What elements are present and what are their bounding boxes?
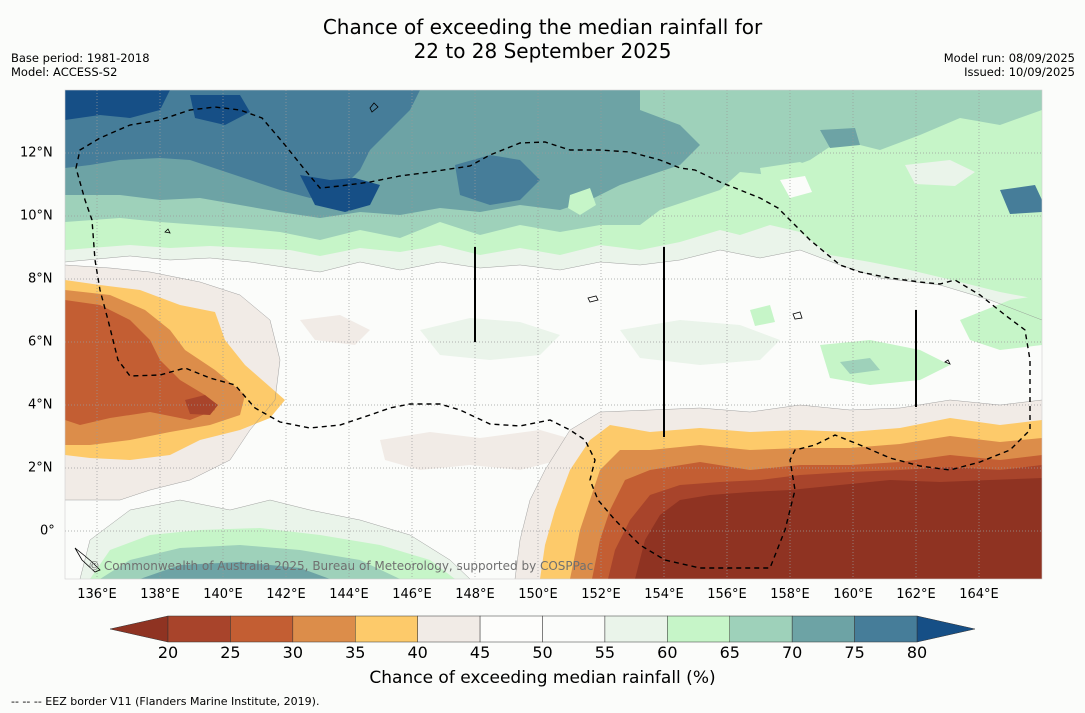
lon-label: 162°E xyxy=(896,587,936,602)
eez-border xyxy=(75,106,1031,569)
contour-above-80 xyxy=(300,175,380,212)
colorbar xyxy=(109,615,976,643)
map-frame xyxy=(64,89,1043,580)
contour-75-80 xyxy=(65,90,420,198)
contour-below-20 xyxy=(635,478,1042,579)
contour-55-60 xyxy=(420,318,560,360)
colorbar-segment xyxy=(230,615,294,643)
contour-25-30 xyxy=(65,300,215,425)
map-title-line1: Chance of exceeding the median rainfall … xyxy=(322,15,763,39)
colorbar-tick-label: 50 xyxy=(532,643,553,662)
copyright-credit: © Commonwealth of Australia 2025, Bureau… xyxy=(88,559,594,573)
colorbar-segment xyxy=(542,615,606,643)
colorbar-tick-label: 25 xyxy=(220,643,241,662)
lat-label: 4°N xyxy=(28,397,53,413)
contour-70-75 xyxy=(820,128,860,148)
issued-date: Issued: 10/09/2025 xyxy=(964,65,1075,79)
contour-75-80 xyxy=(1000,185,1042,214)
eez-legend-note: -- -- -- EEZ border V11 (Flanders Marine… xyxy=(11,695,320,708)
model-name: Model: ACCESS-S2 xyxy=(11,65,118,79)
contour-55-60 xyxy=(780,176,812,198)
contour-above-80 xyxy=(190,95,250,125)
colorbar-segment xyxy=(667,615,730,643)
lat-label: 0° xyxy=(40,523,55,539)
contour-60-65 xyxy=(568,188,596,215)
contour-55-60 xyxy=(905,160,975,186)
colorbar-title: Chance of exceeding median rainfall (%) xyxy=(369,668,716,688)
colorbar-segment xyxy=(417,615,481,643)
lon-label: 144°E xyxy=(329,587,369,602)
colorbar-segment xyxy=(167,615,231,643)
colorbar-tick-label: 70 xyxy=(781,643,803,662)
lat-label: 8°N xyxy=(28,271,53,287)
lat-label: 6°N xyxy=(28,334,53,350)
colorbar-tick-label: 40 xyxy=(407,643,428,662)
lon-label: 152°E xyxy=(581,587,621,602)
lon-label: 142°E xyxy=(266,587,306,602)
contour-55-60 xyxy=(620,320,780,365)
contour-above-80 xyxy=(65,90,170,120)
colorbar-tick-label: 65 xyxy=(719,643,740,662)
lat-label: 2°N xyxy=(28,460,53,476)
lon-label: 148°E xyxy=(455,587,495,602)
colorbar-tick-label: 35 xyxy=(345,643,366,662)
contour-60-65 xyxy=(820,340,950,385)
colorbar-above-arrow xyxy=(916,615,976,643)
lon-label: 158°E xyxy=(770,587,810,602)
contour-75-80 xyxy=(455,155,540,205)
base-period: Base period: 1981-2018 xyxy=(11,51,150,65)
contour-20-25 xyxy=(185,395,218,415)
colorbar-tick-label: 30 xyxy=(282,643,304,662)
contour-70-75 xyxy=(140,562,330,579)
colorbar-tick-label: 60 xyxy=(657,643,678,662)
lon-label: 164°E xyxy=(959,587,999,602)
colorbar-segment xyxy=(292,615,356,643)
lon-label: 146°E xyxy=(392,587,432,602)
lat-label: 12°N xyxy=(20,145,53,161)
map-title-line2: 22 to 28 September 2025 xyxy=(413,39,672,63)
model-run: Model run: 08/09/2025 xyxy=(943,51,1075,65)
longitude-markers xyxy=(474,247,917,437)
colorbar-tick-label: 20 xyxy=(157,643,179,662)
colorbar-segment xyxy=(791,615,855,643)
colorbar-segment xyxy=(854,615,918,643)
lon-label: 154°E xyxy=(644,587,684,602)
islands xyxy=(74,102,951,573)
map-plot-area xyxy=(65,90,1042,579)
graticule xyxy=(65,90,1042,579)
colorbar-tick-label: 80 xyxy=(906,643,928,662)
contour-60-65 xyxy=(750,305,775,326)
colorbar-below-arrow xyxy=(109,615,169,643)
lon-label: 150°E xyxy=(518,587,558,602)
lon-label: 136°E xyxy=(77,587,117,602)
lon-label: 138°E xyxy=(140,587,180,602)
contour-40-45 xyxy=(300,315,370,345)
lat-label: 10°N xyxy=(20,208,53,224)
colorbar-segment xyxy=(479,615,543,643)
contour-lines xyxy=(65,249,1042,579)
colorbar-tick-label: 75 xyxy=(844,643,865,662)
colorbar-segment xyxy=(729,615,793,643)
colorbar-segment xyxy=(355,615,418,643)
colorbar-segment xyxy=(604,615,668,643)
lon-label: 156°E xyxy=(707,587,747,602)
colorbar-tick-label: 55 xyxy=(594,643,616,662)
contour-40-45 xyxy=(380,430,575,470)
lon-label: 160°E xyxy=(833,587,873,602)
colorbar-tick-label: 45 xyxy=(469,643,491,662)
contour-65-70 xyxy=(840,358,880,374)
lon-label: 140°E xyxy=(203,587,243,602)
contour-60-65 xyxy=(960,295,1042,350)
